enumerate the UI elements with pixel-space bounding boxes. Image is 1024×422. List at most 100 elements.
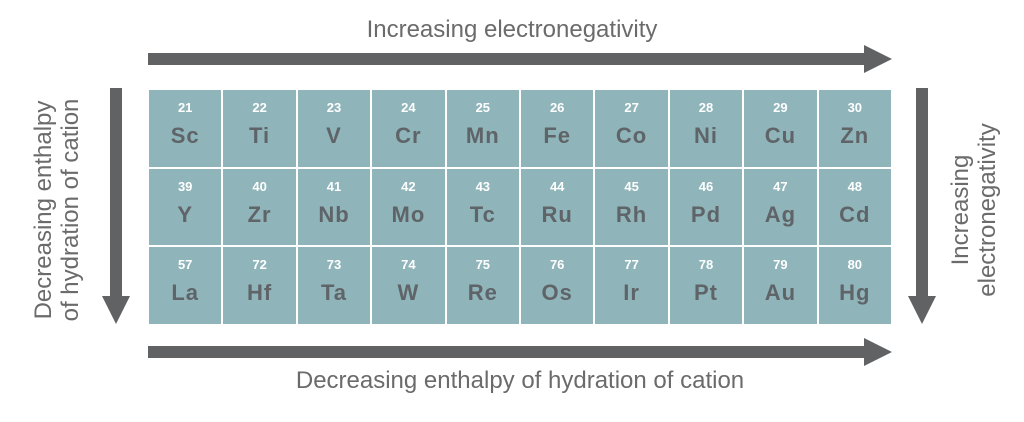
element-symbol: Co bbox=[615, 123, 648, 148]
element-cell: 43 Tc bbox=[446, 168, 519, 246]
element-symbol: Mo bbox=[391, 201, 426, 227]
element-cell: 41 Nb bbox=[297, 168, 371, 246]
element-cell: 39 Y bbox=[149, 168, 222, 246]
element-cell: 25 Mn bbox=[446, 90, 519, 167]
top-right-arrow-icon bbox=[148, 45, 892, 73]
element-symbol: La bbox=[171, 280, 200, 306]
element-cell: 27 Co bbox=[595, 90, 668, 167]
atomic-number: 44 bbox=[549, 178, 565, 194]
element-cell: 23 V bbox=[297, 90, 371, 167]
element-symbol: Tc bbox=[469, 201, 496, 227]
element-cell: 74 W bbox=[372, 247, 445, 324]
element-cell: 44 Ru bbox=[521, 168, 594, 246]
left-label-line-2: of hydration of cation bbox=[57, 98, 84, 322]
element-cell: 72 Hf bbox=[223, 247, 296, 324]
atomic-number: 79 bbox=[773, 257, 788, 273]
element-symbol: Ta bbox=[320, 280, 348, 306]
atomic-number: 24 bbox=[401, 100, 416, 115]
top-axis-label: Increasing electronegativity bbox=[366, 16, 658, 43]
right-label-line-1: Increasing bbox=[947, 154, 974, 266]
element-symbol: Ti bbox=[249, 123, 271, 148]
element-symbol: Fe bbox=[543, 123, 572, 148]
element-symbol: Hf bbox=[246, 280, 273, 306]
element-cell: 24 Cr bbox=[372, 90, 445, 167]
element-symbol: Cr bbox=[395, 123, 422, 148]
bottom-axis-label: Decreasing enthalpy of hydration of cati… bbox=[295, 367, 745, 394]
atomic-number: 45 bbox=[624, 178, 639, 194]
element-cell: 46 Pd bbox=[669, 168, 743, 246]
element-cell: 28 Ni bbox=[669, 90, 743, 167]
atomic-number: 22 bbox=[252, 100, 267, 115]
atomic-number: 46 bbox=[698, 178, 714, 194]
element-symbol: Ag bbox=[764, 201, 797, 227]
atomic-number: 21 bbox=[177, 100, 193, 115]
atomic-number: 75 bbox=[475, 257, 491, 273]
right-label-line-2: electronegativity bbox=[974, 123, 1001, 297]
element-cell: 40 Zr bbox=[223, 168, 296, 246]
element-cell: 48 Cd bbox=[818, 168, 891, 246]
atomic-number: 78 bbox=[698, 257, 714, 273]
atomic-number: 28 bbox=[698, 100, 714, 115]
atomic-number: 57 bbox=[177, 257, 193, 273]
element-cell: 22 Ti bbox=[223, 90, 296, 167]
element-cell: 42 Mo bbox=[372, 168, 445, 246]
left-down-arrow-icon bbox=[102, 88, 130, 324]
element-cell: 29 Cu bbox=[744, 90, 817, 167]
atomic-number: 74 bbox=[401, 257, 416, 273]
atomic-number: 77 bbox=[624, 257, 639, 273]
element-symbol: Hg bbox=[839, 280, 871, 306]
element-cell: 30 Zn bbox=[818, 90, 891, 167]
atomic-number: 40 bbox=[252, 178, 267, 194]
atomic-number: 39 bbox=[177, 178, 193, 194]
right-down-arrow-icon bbox=[908, 88, 936, 324]
element-symbol: W bbox=[397, 280, 420, 306]
element-symbol: Cu bbox=[764, 123, 797, 148]
atomic-number: 76 bbox=[549, 257, 565, 273]
periodic-table-grid: 21 Sc 22 Ti 23 V 24 Cr 25 Mn 26 Fe 27 Co 28 Ni 29 Cu 30 Zn 3… bbox=[149, 90, 891, 324]
element-cell: 77 Ir bbox=[595, 247, 668, 324]
element-symbol: Pd bbox=[690, 201, 722, 227]
atomic-number: 23 bbox=[326, 100, 342, 115]
atomic-number: 73 bbox=[326, 257, 342, 273]
atomic-number: 41 bbox=[326, 178, 342, 194]
element-cell: 47 Ag bbox=[744, 168, 817, 246]
atomic-number: 72 bbox=[252, 257, 267, 273]
element-cell: 75 Re bbox=[446, 247, 519, 324]
element-symbol: Y bbox=[177, 201, 194, 227]
atomic-number: 48 bbox=[847, 178, 863, 194]
element-cell: 57 La bbox=[149, 247, 222, 324]
element-symbol: Os bbox=[541, 280, 573, 306]
element-symbol: V bbox=[326, 123, 342, 148]
element-symbol: Ir bbox=[623, 280, 640, 306]
element-cell: 45 Rh bbox=[595, 168, 668, 246]
element-symbol: Zn bbox=[840, 123, 870, 148]
bottom-right-arrow-icon bbox=[148, 338, 892, 366]
atomic-number: 30 bbox=[847, 100, 863, 115]
atomic-number: 42 bbox=[401, 178, 416, 194]
element-symbol: Mn bbox=[465, 123, 500, 148]
atomic-number: 26 bbox=[549, 100, 565, 115]
left-label-line-1: Decreasing enthalpy bbox=[30, 100, 57, 320]
atomic-number: 47 bbox=[773, 178, 788, 194]
element-cell: 76 Os bbox=[521, 247, 594, 324]
element-cell: 78 Pt bbox=[669, 247, 743, 324]
element-symbol: Rh bbox=[615, 201, 648, 227]
element-symbol: Zr bbox=[247, 201, 272, 227]
element-cell: 73 Ta bbox=[297, 247, 371, 324]
element-cell: 80 Hg bbox=[818, 247, 891, 324]
atomic-number: 43 bbox=[475, 178, 491, 194]
atomic-number: 25 bbox=[475, 100, 491, 115]
element-cell: 79 Au bbox=[744, 247, 817, 324]
element-symbol: Ni bbox=[693, 123, 718, 148]
element-symbol: Cd bbox=[839, 201, 871, 227]
element-symbol: Au bbox=[764, 280, 797, 306]
atomic-number: 27 bbox=[624, 100, 639, 115]
atomic-number: 29 bbox=[773, 100, 788, 115]
element-cell: 21 Sc bbox=[149, 90, 222, 167]
left-axis-label: Decreasing enthalpy of hydration of cati… bbox=[30, 99, 84, 322]
element-symbol: Sc bbox=[170, 123, 200, 148]
atomic-number: 80 bbox=[847, 257, 863, 273]
element-symbol: Pt bbox=[693, 280, 718, 306]
element-symbol: Nb bbox=[318, 201, 350, 227]
element-symbol: Ru bbox=[541, 201, 573, 227]
